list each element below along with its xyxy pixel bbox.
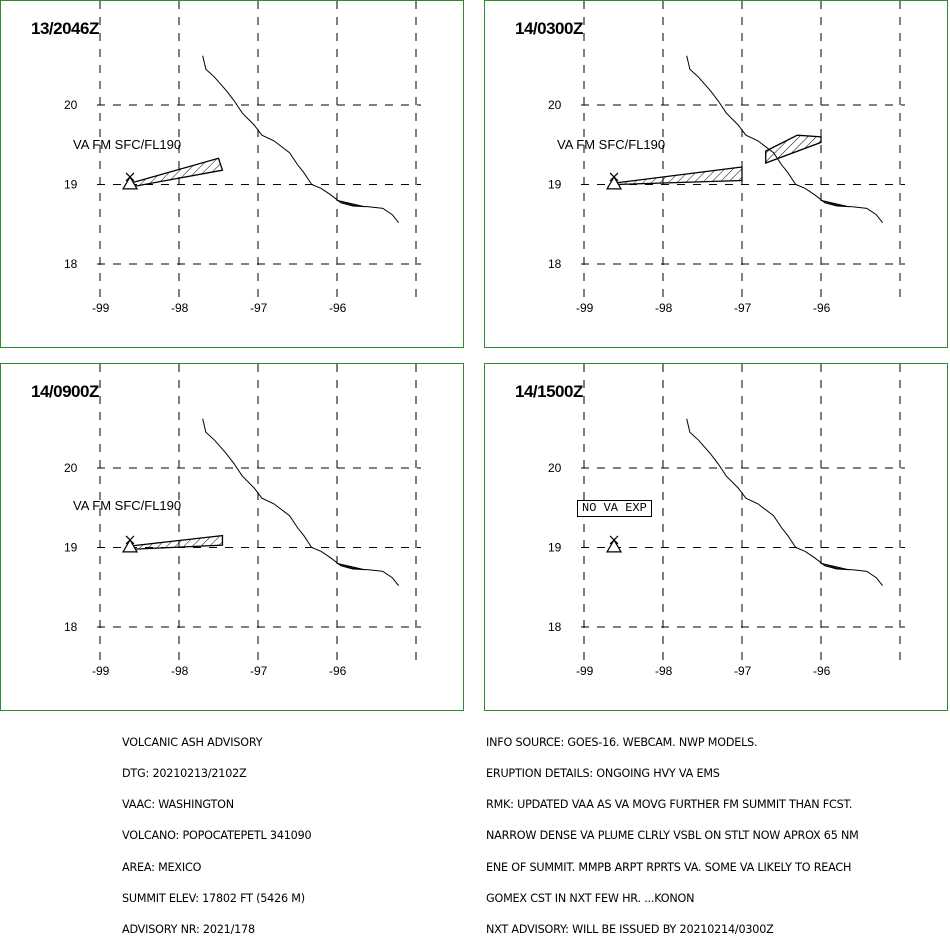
longitude-tick-label: -98: [655, 664, 673, 678]
longitude-tick-label: -97: [250, 664, 268, 678]
text-line: RMK: UPDATED VAA AS VA MOVG FURTHER FM S…: [486, 798, 853, 812]
longitude-tick-label: -97: [734, 301, 752, 315]
latitude-tick-label: 18: [64, 257, 78, 271]
volcano-symbol: [121, 172, 139, 190]
latitude-tick-label: 18: [64, 620, 78, 634]
longitude-tick-label: -99: [92, 301, 110, 315]
latitude-tick-label: 20: [548, 98, 562, 112]
latitude-tick-label: 20: [548, 461, 562, 475]
longitude-tick-label: -98: [171, 664, 189, 678]
longitude-tick-label: -97: [734, 664, 752, 678]
va-level-label: VA FM SFC/FL190: [73, 137, 182, 152]
longitude-tick-label: -96: [813, 664, 831, 678]
volcano-symbol: [121, 535, 139, 553]
longitude-tick-label: -98: [655, 301, 673, 315]
latitude-tick-label: 19: [548, 178, 562, 192]
latitude-tick-label: 19: [64, 178, 78, 192]
latitude-tick-label: 18: [548, 620, 562, 634]
longitude-tick-label: -99: [576, 664, 594, 678]
panel-time-label: 14/0900Z: [31, 382, 99, 401]
latitude-tick-label: 20: [64, 461, 78, 475]
advisory-header-text: VOLCANIC ASH ADVISORY DTG: 20210213/2102…: [122, 717, 312, 946]
text-line: SUMMIT ELEV: 17802 FT (5426 M): [122, 891, 305, 905]
text-line: VAAC: WASHINGTON: [122, 798, 234, 812]
text-line: ERUPTION DETAILS: ONGOING HVY VA EMS: [486, 767, 720, 781]
text-line: AREA: MEXICO: [122, 860, 202, 874]
va-level-label: VA FM SFC/FL190: [73, 498, 182, 513]
longitude-tick-label: -99: [92, 664, 110, 678]
map-canvas-2: -99 -98 -97 -96 20 19 18: [548, 1, 905, 315]
longitude-tick-label: -96: [813, 301, 831, 315]
ash-cloud-polygon: [614, 166, 743, 186]
forecast-panel-2: -99 -98 -97 -96 20 19 18 14/0300Z VA FM SFC/FL…: [484, 0, 948, 348]
panel-time-label: 14/1500Z: [515, 382, 583, 401]
text-line: NARROW DENSE VA PLUME CLRLY VSBL ON STLT…: [486, 829, 859, 843]
coastline: [686, 418, 884, 586]
latitude-tick-label: 19: [64, 541, 78, 555]
latitude-tick-label: 20: [64, 98, 78, 112]
longitude-tick-label: -96: [329, 664, 347, 678]
map-canvas-1: -99 -98 -97 -96 20 19 18: [64, 1, 421, 315]
text-line: ENE OF SUMMIT. MMPB ARPT RPRTS VA. SOME …: [486, 860, 852, 874]
coastline: [202, 418, 400, 586]
text-line: DTG: 20210213/2102Z: [122, 767, 247, 781]
forecast-panel-1: -99 -98 -97 -96 20 19 18 13/2046Z VA FM SFC/FL…: [0, 0, 464, 348]
forecast-panel-4: -99 -98 -97 -96 20 19 18 14/1500Z NO VA EXP: [484, 363, 948, 711]
text-line: VOLCANO: POPOCATEPETL 341090: [122, 829, 312, 843]
ash-cloud-polygon: [129, 534, 224, 550]
latitude-tick-label: 19: [548, 541, 562, 555]
panel-time-label: 13/2046Z: [31, 19, 99, 38]
text-line: GOMEX CST IN NXT FEW HR. ...KONON: [486, 891, 695, 905]
longitude-tick-label: -99: [576, 301, 594, 315]
coastline: [202, 55, 400, 223]
text-line: NXT ADVISORY: WILL BE ISSUED BY 20210214…: [486, 923, 774, 937]
advisory-remarks-text: INFO SOURCE: GOES-16. WEBCAM. NWP MODELS…: [486, 717, 859, 946]
text-line: VOLCANIC ASH ADVISORY: [122, 735, 263, 749]
longitude-tick-label: -97: [250, 301, 268, 315]
va-level-label: VA FM SFC/FL190: [557, 137, 666, 152]
text-line: INFO SOURCE: GOES-16. WEBCAM. NWP MODELS…: [486, 735, 758, 749]
coastal-lagoon: [820, 199, 849, 208]
volcano-symbol: [605, 535, 623, 553]
coastline: [686, 55, 884, 223]
map-canvas-4: -99 -98 -97 -96 20 19 18: [548, 364, 905, 678]
map-canvas-3: -99 -98 -97 -96 20 19 18: [64, 364, 421, 678]
coastal-lagoon: [820, 562, 849, 571]
text-line: ADVISORY NR: 2021/178: [122, 923, 255, 937]
ash-cloud-polygon: [130, 157, 224, 187]
panel-time-label: 14/0300Z: [515, 19, 583, 38]
ash-cloud-polygon: [765, 134, 822, 164]
longitude-tick-label: -98: [171, 301, 189, 315]
latitude-tick-label: 18: [548, 257, 562, 271]
forecast-panel-3: -99 -98 -97 -96 20 19 18 14/0900Z VA FM SFC/FL…: [0, 363, 464, 711]
volcano-symbol: [605, 172, 623, 190]
coastal-lagoon: [336, 562, 365, 571]
no-va-expected-box: NO VA EXP: [577, 500, 652, 517]
longitude-tick-label: -96: [329, 301, 347, 315]
coastal-lagoon: [336, 199, 365, 208]
